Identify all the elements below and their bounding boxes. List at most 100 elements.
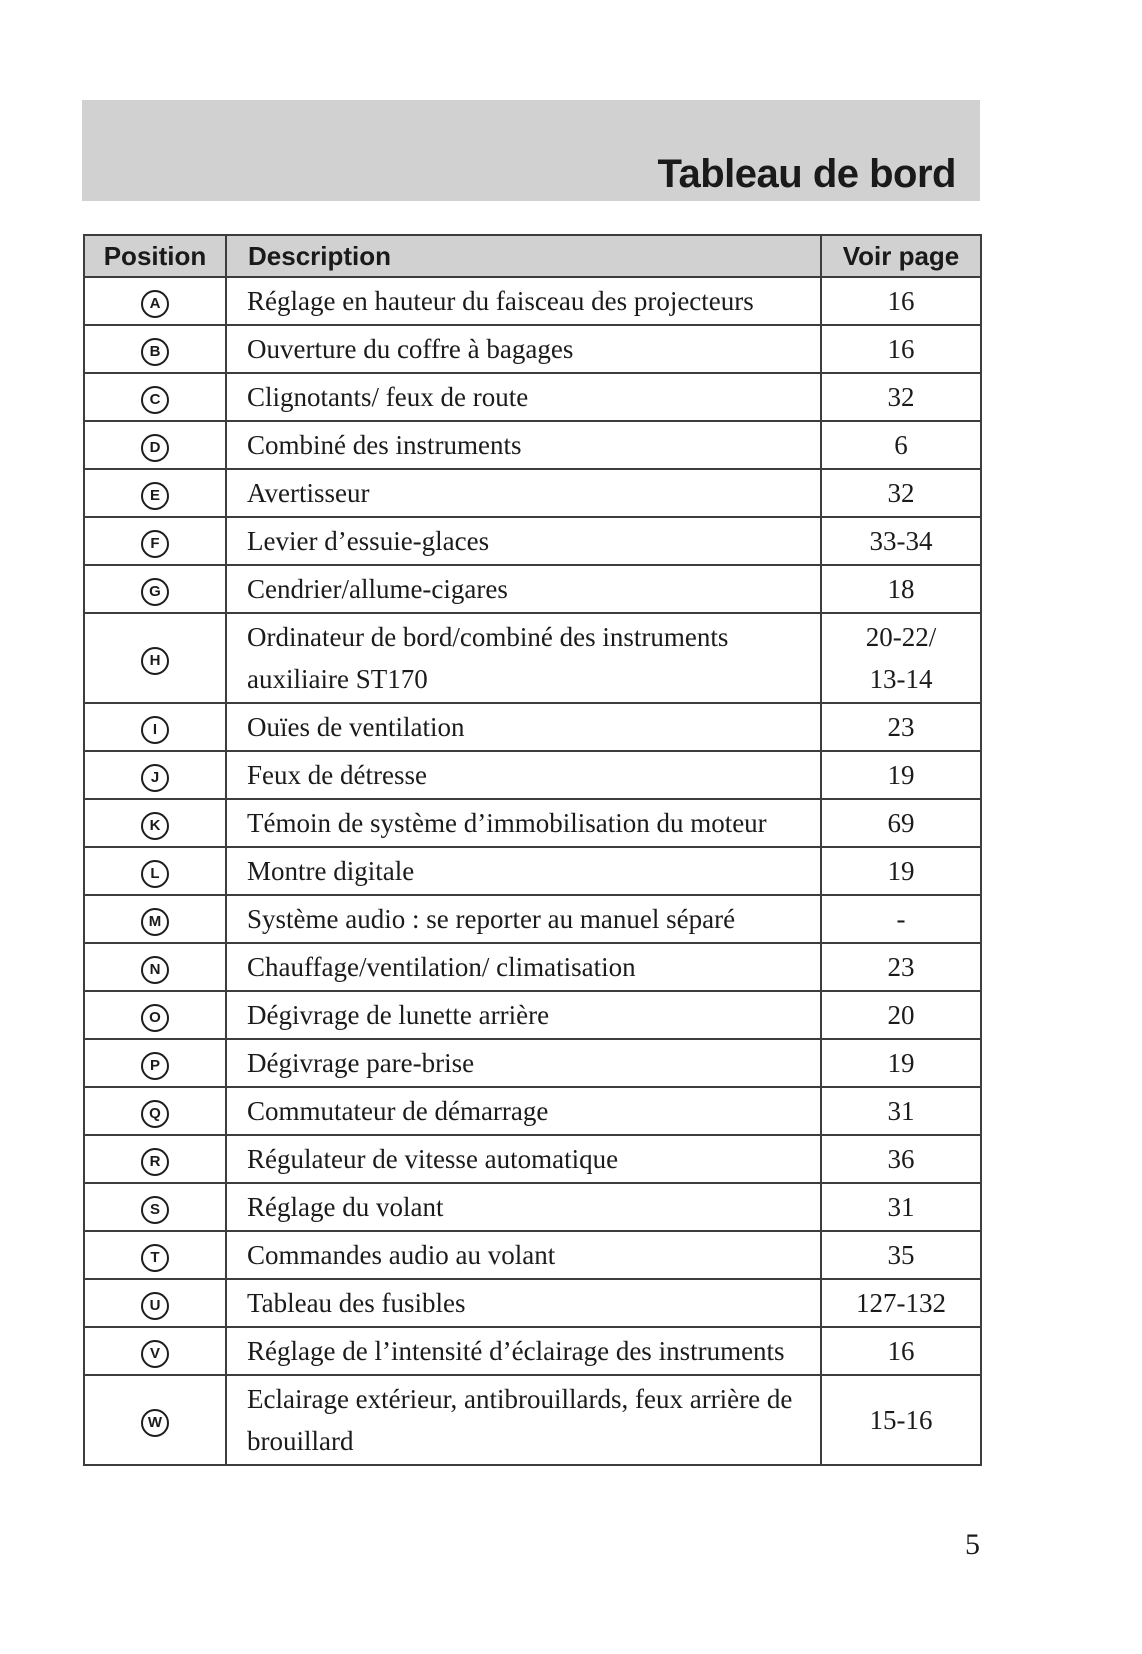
- position-cell: E: [83, 468, 227, 518]
- description-cell: Commandes audio au volant: [225, 1230, 822, 1280]
- page-cell: 20-22/ 13-14: [820, 612, 982, 704]
- page-cell: -: [820, 894, 982, 944]
- column-header-position: Position: [83, 234, 227, 278]
- position-cell: W: [83, 1374, 227, 1466]
- page-cell: 16: [820, 1326, 982, 1376]
- position-letter: F: [150, 535, 160, 553]
- page-cell: 33-34: [820, 516, 982, 566]
- position-cell: S: [83, 1182, 227, 1232]
- position-cell: C: [83, 372, 227, 422]
- table-row: C Clignotants/ feux de route 32: [83, 372, 982, 422]
- table-row: B Ouverture du coffre à bagages 16: [83, 324, 982, 374]
- table-row: T Commandes audio au volant 35: [83, 1230, 982, 1280]
- page-cell: 15-16: [820, 1374, 982, 1466]
- description-cell: Ouïes de ventilation: [225, 702, 822, 752]
- page-cell: 18: [820, 564, 982, 614]
- position-letter: O: [149, 1009, 161, 1027]
- position-letter: G: [149, 583, 161, 601]
- position-cell: F: [83, 516, 227, 566]
- position-cell: J: [83, 750, 227, 800]
- position-letter: W: [147, 1414, 163, 1432]
- page-cell: 19: [820, 750, 982, 800]
- description-cell: Dégivrage pare-brise: [225, 1038, 822, 1088]
- position-letter: L: [150, 865, 160, 883]
- position-letter-badge: P: [141, 1051, 169, 1080]
- description-cell: Commutateur de démarrage: [225, 1086, 822, 1136]
- description-cell: Réglage du volant: [225, 1182, 822, 1232]
- table-row: A Réglage en hauteur du faisceau des pro…: [83, 276, 982, 326]
- position-cell: Q: [83, 1086, 227, 1136]
- position-letter-badge: E: [141, 481, 169, 510]
- page-cell: 16: [820, 324, 982, 374]
- page-cell: 32: [820, 372, 982, 422]
- description-cell: Régulateur de vitesse automatique: [225, 1134, 822, 1184]
- chapter-title-band: Tableau de bord: [82, 100, 980, 201]
- position-letter: P: [149, 1057, 160, 1075]
- table-row: I Ouïes de ventilation 23: [83, 702, 982, 752]
- position-letter-badge: G: [141, 577, 169, 606]
- table-row: M Système audio : se reporter au manuel …: [83, 894, 982, 944]
- table-header: Position Description Voir page: [83, 234, 982, 278]
- table-row: L Montre digitale 19: [83, 846, 982, 896]
- position-letter: A: [149, 295, 161, 313]
- position-letter: D: [149, 439, 161, 457]
- dashboard-positions-table: Position Description Voir page A Réglage…: [83, 234, 982, 1466]
- table-body: A Réglage en hauteur du faisceau des pro…: [83, 276, 982, 1466]
- description-cell: Cendrier/allume-cigares: [225, 564, 822, 614]
- position-letter: S: [149, 1201, 160, 1219]
- table-row: N Chauffage/ventilation/ climatisation 2…: [83, 942, 982, 992]
- table-row: U Tableau des fusibles 127-132: [83, 1278, 982, 1328]
- position-letter-badge: N: [141, 955, 169, 984]
- position-cell: P: [83, 1038, 227, 1088]
- table-row: P Dégivrage pare-brise 19: [83, 1038, 982, 1088]
- table-row: W Eclairage extérieur, antibrouillards, …: [83, 1374, 982, 1466]
- description-cell: Combiné des instruments: [225, 420, 822, 470]
- table-row: S Réglage du volant 31: [83, 1182, 982, 1232]
- page-cell: 19: [820, 846, 982, 896]
- page-cell: 6: [820, 420, 982, 470]
- position-letter: E: [149, 487, 160, 505]
- position-cell: L: [83, 846, 227, 896]
- description-cell: Tableau des fusibles: [225, 1278, 822, 1328]
- description-cell: Réglage de l’intensité d’éclairage des i…: [225, 1326, 822, 1376]
- position-cell: K: [83, 798, 227, 848]
- position-letter: K: [149, 817, 161, 835]
- position-cell: H: [83, 612, 227, 704]
- position-letter: M: [148, 913, 162, 931]
- table-row: R Régulateur de vitesse automatique 36: [83, 1134, 982, 1184]
- page-title: Tableau de bord: [657, 152, 957, 196]
- table-row: O Dégivrage de lunette arrière 20: [83, 990, 982, 1040]
- position-cell: V: [83, 1326, 227, 1376]
- position-cell: M: [83, 894, 227, 944]
- description-cell: Réglage en hauteur du faisceau des proje…: [225, 276, 822, 326]
- position-letter-badge: V: [141, 1339, 169, 1368]
- position-cell: I: [83, 702, 227, 752]
- position-letter: H: [149, 652, 161, 670]
- description-cell: Clignotants/ feux de route: [225, 372, 822, 422]
- description-cell: Témoin de système d’immobilisation du mo…: [225, 798, 822, 848]
- page-cell: 69: [820, 798, 982, 848]
- position-letter-badge: H: [141, 646, 169, 675]
- position-cell: B: [83, 324, 227, 374]
- position-letter-badge: C: [141, 385, 169, 414]
- page-cell: 20: [820, 990, 982, 1040]
- position-cell: R: [83, 1134, 227, 1184]
- position-letter-badge: U: [141, 1291, 169, 1320]
- position-cell: G: [83, 564, 227, 614]
- table-row: E Avertisseur 32: [83, 468, 982, 518]
- table-row: D Combiné des instruments 6: [83, 420, 982, 470]
- position-letter: B: [149, 343, 161, 361]
- table-row: K Témoin de système d’immobilisation du …: [83, 798, 982, 848]
- description-cell: Ouverture du coffre à bagages: [225, 324, 822, 374]
- position-letter: C: [149, 391, 161, 409]
- position-cell: T: [83, 1230, 227, 1280]
- page-cell: 23: [820, 942, 982, 992]
- description-cell: Système audio : se reporter au manuel sé…: [225, 894, 822, 944]
- table-row: H Ordinateur de bord/combiné des instrum…: [83, 612, 982, 704]
- table-row: J Feux de détresse 19: [83, 750, 982, 800]
- position-letter: U: [149, 1297, 161, 1315]
- position-cell: N: [83, 942, 227, 992]
- position-letter-badge: W: [141, 1408, 169, 1437]
- page-cell: 19: [820, 1038, 982, 1088]
- position-letter-badge: A: [141, 289, 169, 318]
